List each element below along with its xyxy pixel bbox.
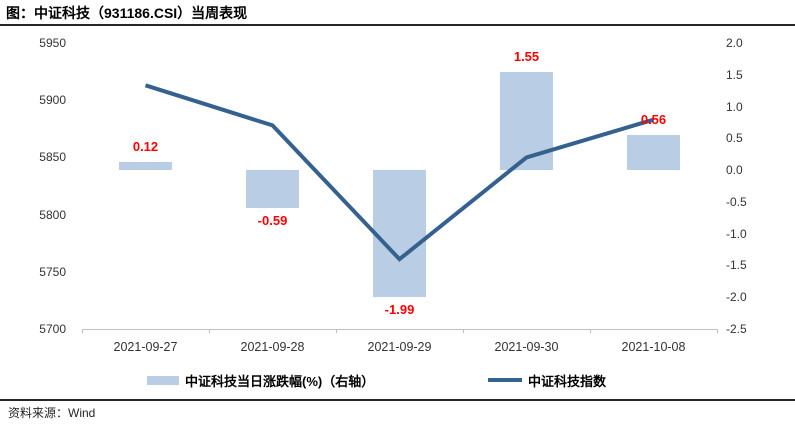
left-axis-tick-label: 5950 <box>39 36 66 50</box>
right-axis-tick-label: -2.0 <box>726 290 747 305</box>
chart-legend: 中证科技当日涨跌幅(%)（右轴） 中证科技指数 <box>0 371 795 389</box>
right-axis-tick-label: 0.0 <box>726 163 743 178</box>
left-axis-tick-label: 5900 <box>39 93 66 108</box>
x-axis-tick <box>717 329 718 333</box>
left-axis-tick-label: 5850 <box>39 150 66 165</box>
legend-item-bar-series: 中证科技当日涨跌幅(%)（右轴） <box>147 371 374 389</box>
x-axis-tick <box>463 329 464 333</box>
x-axis-tick <box>209 329 210 333</box>
bar-series-bar <box>246 170 299 208</box>
bar-value-label: -0.59 <box>257 212 288 228</box>
legend-label-line-series: 中证科技指数 <box>528 373 607 389</box>
x-axis-label: 2021-09-28 <box>240 340 305 354</box>
x-axis-tick <box>82 329 83 333</box>
bar-value-label: 0.56 <box>640 111 667 127</box>
right-axis-tick-label: 1.0 <box>726 99 743 114</box>
bar-value-label: 0.12 <box>132 139 159 155</box>
right-axis-tick-label: -1.0 <box>726 226 747 241</box>
x-axis-label: 2021-09-29 <box>367 340 432 354</box>
right-axis-tick-label: -0.5 <box>726 194 747 209</box>
right-axis-tick-label: 0.5 <box>726 131 743 146</box>
chart-title: 图：中证科技（931186.CSI）当周表现 <box>6 5 248 21</box>
x-axis-tick <box>336 329 337 333</box>
line-series-swatch <box>488 378 522 382</box>
x-axis-label: 2021-10-08 <box>621 340 686 354</box>
legend-item-line-series: 中证科技指数 <box>488 371 606 389</box>
bar-series-swatch <box>147 375 179 385</box>
right-axis-tick-label: -1.5 <box>726 258 747 273</box>
right-axis-tick-label: 2.0 <box>726 36 743 50</box>
x-axis-label: 2021-09-30 <box>494 340 559 354</box>
header-divider <box>0 24 795 26</box>
bar-value-label: -1.99 <box>384 301 415 317</box>
data-source-note: 资料来源：Wind <box>8 406 96 420</box>
footer-divider <box>0 399 795 401</box>
bar-value-label: 1.55 <box>513 48 540 64</box>
x-axis-label: 2021-09-27 <box>113 340 178 354</box>
left-axis-tick-label: 5700 <box>39 322 66 336</box>
legend-label-bar-series: 中证科技当日涨跌幅(%)（右轴） <box>185 373 375 389</box>
bar-series-bar <box>627 134 680 171</box>
right-axis-tick-label: 1.5 <box>726 67 743 82</box>
x-axis-tick <box>590 329 591 333</box>
bar-series-bar <box>500 71 553 171</box>
bar-series-bar <box>373 170 426 297</box>
left-axis-tick-label: 5800 <box>39 207 66 222</box>
left-axis-tick-label: 5750 <box>39 264 66 279</box>
x-axis-line <box>82 329 717 330</box>
right-axis-tick-label: -2.5 <box>726 322 747 336</box>
bar-series-bar <box>119 162 172 171</box>
